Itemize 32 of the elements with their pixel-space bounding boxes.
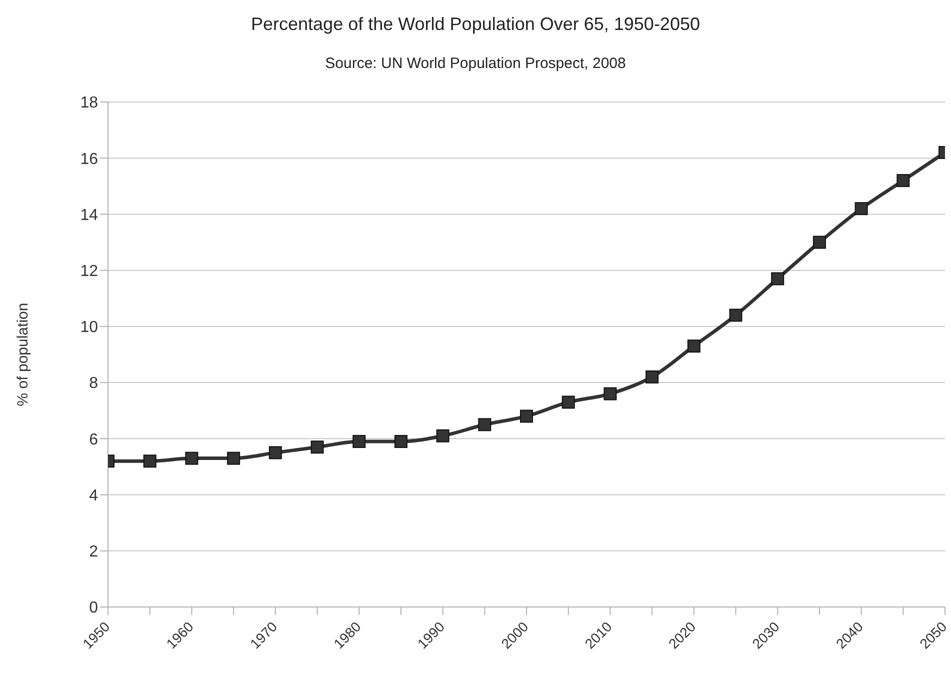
point <box>646 370 659 384</box>
point <box>812 236 826 249</box>
y-tick-label: 16 <box>80 150 98 168</box>
point <box>185 452 198 465</box>
y-tick-label: 10 <box>80 319 98 336</box>
y-tick-label: 2 <box>89 544 98 561</box>
point <box>268 446 282 460</box>
point <box>310 440 324 454</box>
point <box>896 174 910 188</box>
y-tick-label: 6 <box>89 431 98 448</box>
point <box>227 452 240 465</box>
point <box>562 396 575 409</box>
y-tick-label: 12 <box>80 263 98 280</box>
y-tick-label: 0 <box>89 600 98 617</box>
y-tick-label: 14 <box>80 206 98 224</box>
point <box>729 308 742 322</box>
point <box>436 429 450 442</box>
point <box>854 202 868 216</box>
point <box>394 434 408 448</box>
point <box>352 434 366 448</box>
y-tick-label: 8 <box>89 375 98 392</box>
y-tick-label: 18 <box>80 94 98 112</box>
point <box>604 387 617 400</box>
point <box>143 454 156 468</box>
y-axis-title: % of population <box>14 302 32 406</box>
y-tick-label: 4 <box>89 487 98 504</box>
point <box>520 410 533 423</box>
chart-title: Percentage of the World Population Over 65, 1950-2050 <box>250 14 701 35</box>
point <box>771 272 784 286</box>
point <box>478 418 492 432</box>
point <box>687 340 700 353</box>
chart-subtitle: Source: UN World Population Prospect, 2008 <box>324 55 627 72</box>
